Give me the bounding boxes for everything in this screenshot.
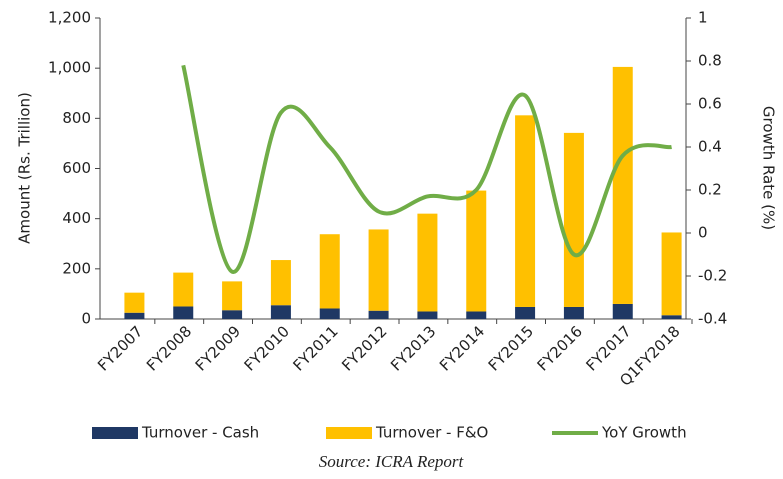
line (181, 64, 672, 274)
x-tick-label: FY2007 (94, 322, 146, 374)
x-tick-label: FY2013 (387, 322, 439, 374)
y2-tick-label: 0.8 (698, 52, 722, 70)
bar (270, 260, 291, 306)
bar (124, 292, 145, 313)
bar (222, 281, 243, 311)
legend-label: YoY Growth (601, 424, 687, 442)
legend-swatch (92, 427, 138, 439)
bar (466, 190, 487, 312)
bar (173, 306, 194, 319)
bar (270, 305, 291, 319)
bar (612, 303, 633, 319)
y2-tick-label: 0.2 (698, 181, 722, 199)
bar (661, 232, 682, 316)
legend-label: Turnover - F&O (375, 424, 488, 442)
x-tick-label: FY2015 (485, 322, 537, 374)
y2-tick-label: -0.2 (698, 267, 727, 285)
bar (368, 229, 389, 311)
bar (515, 115, 536, 307)
x-tick-label: FY2016 (534, 322, 586, 374)
bar (319, 234, 340, 309)
bar (515, 306, 536, 319)
bar (173, 272, 194, 307)
bar (563, 132, 584, 307)
x-tick-label: FY2008 (143, 322, 195, 374)
bar (319, 308, 340, 319)
y-tick-label: 1,200 (48, 9, 91, 27)
legend-swatch (326, 427, 372, 439)
bar (612, 66, 633, 304)
bar (563, 306, 584, 319)
y2-tick-label: 1 (698, 9, 708, 27)
y-tick-label: 800 (62, 109, 91, 127)
x-tick-label: FY2012 (338, 322, 390, 374)
y-tick-label: 0 (81, 310, 91, 328)
bar (417, 311, 438, 319)
y-axis-label: Amount (Rs. Trillion) (16, 92, 34, 244)
y2-tick-label: 0.4 (698, 138, 722, 156)
source-note: Source: ICRA Report (319, 452, 465, 471)
y-tick-label: 1,000 (48, 59, 91, 77)
legend-label: Turnover - Cash (141, 424, 259, 442)
y-tick-label: 400 (62, 209, 91, 227)
y-tick-label: 200 (62, 259, 91, 277)
y2-tick-label: 0 (698, 224, 708, 242)
bar (417, 213, 438, 312)
bar (368, 310, 389, 319)
bar (222, 310, 243, 319)
bar (124, 312, 145, 319)
y2-tick-label: 0.6 (698, 95, 722, 113)
x-tick-label: FY2010 (241, 322, 293, 374)
x-tick-label: FY2011 (289, 322, 341, 374)
x-tick-label: FY2009 (192, 322, 244, 374)
x-tick-label: FY2014 (436, 322, 488, 374)
y2-axis-label: Growth Rate (%) (760, 106, 778, 230)
bar (661, 315, 682, 319)
y-tick-label: 600 (62, 159, 91, 177)
y2-tick-label: -0.4 (698, 310, 727, 328)
bar (466, 311, 487, 319)
